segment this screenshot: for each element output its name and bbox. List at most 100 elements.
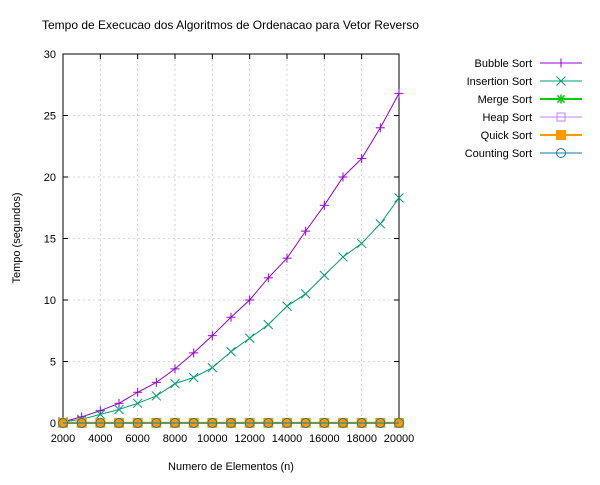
open-circle-marker — [226, 418, 236, 428]
open-circle-marker — [338, 418, 348, 428]
plus-marker — [114, 398, 124, 408]
cross-marker — [319, 270, 330, 281]
plus-marker — [263, 273, 273, 283]
plus-marker — [394, 88, 404, 98]
open-circle-marker — [319, 418, 330, 428]
legend-label: Merge Sort — [478, 94, 532, 106]
open-circle-marker — [207, 418, 218, 428]
cross-marker — [95, 409, 106, 420]
series-bubble-sort — [58, 88, 404, 427]
cross-marker — [244, 333, 255, 343]
x-tick-label: 16000 — [309, 433, 340, 445]
x-tick-label: 2000 — [51, 433, 75, 445]
y-tick-label: 0 — [50, 418, 56, 430]
series-line-insertion-sort — [62, 197, 400, 423]
x-tick-label: 8000 — [163, 433, 187, 445]
legend-entry-counting-sort: Counting Sort — [465, 148, 582, 160]
cross-marker — [263, 319, 274, 330]
legend-label: Bubble Sort — [475, 58, 532, 70]
cross-marker — [394, 193, 404, 203]
y-tick-label: 20 — [44, 172, 56, 184]
plus-marker — [189, 348, 199, 358]
legend-entry-bubble-sort: Bubble Sort — [475, 58, 582, 70]
plus-marker — [282, 253, 292, 263]
x-tick-label: 14000 — [272, 433, 303, 445]
y-tick-label: 30 — [44, 49, 56, 61]
open-circle-marker — [375, 418, 386, 428]
plus-marker — [151, 377, 161, 387]
cross-marker — [300, 288, 311, 299]
legend-entry-heap-sort: Heap Sort — [482, 112, 582, 124]
plus-marker — [226, 312, 236, 322]
grid — [63, 54, 399, 423]
x-tick-label: 20000 — [384, 433, 415, 445]
open-circle-marker — [300, 418, 311, 428]
plus-marker — [301, 226, 311, 236]
series-insertion-sort — [58, 193, 404, 427]
legend-label: Counting Sort — [465, 148, 532, 160]
series-line-bubble-sort — [62, 93, 400, 423]
plus-marker — [207, 331, 217, 341]
open-circle-marker — [263, 418, 274, 428]
x-tick-label: 18000 — [346, 433, 377, 445]
y-tick-label: 15 — [44, 234, 56, 246]
open-circle-marker — [114, 418, 124, 428]
legend-entry-insertion-sort: Insertion Sort — [467, 76, 582, 88]
open-circle-marker — [76, 418, 87, 428]
cross-marker — [207, 362, 218, 373]
plus-marker — [338, 172, 348, 182]
open-square-marker — [556, 112, 566, 122]
legend-label: Insertion Sort — [467, 76, 532, 88]
plus-marker — [245, 295, 255, 305]
legend-label: Heap Sort — [482, 112, 532, 124]
x-tick-label: 10000 — [197, 433, 228, 445]
plus-marker — [319, 200, 329, 210]
star-marker — [556, 94, 566, 104]
filled-square-marker — [556, 130, 566, 140]
x-axis-label: Numero de Elementos (n) — [168, 461, 294, 473]
cross-marker — [132, 398, 143, 409]
chart-title: Tempo de Execucao dos Algoritmos de Orde… — [42, 18, 419, 32]
cross-marker — [170, 378, 180, 389]
plus-marker — [357, 154, 367, 164]
cross-marker — [226, 346, 236, 357]
cross-marker — [375, 218, 386, 229]
open-circle-marker — [95, 418, 106, 428]
plot-series — [58, 88, 404, 428]
x-tick-label: 6000 — [125, 433, 149, 445]
cross-marker — [151, 391, 162, 401]
cross-marker — [556, 76, 566, 86]
legend-entry-quick-sort: Quick Sort — [481, 130, 582, 142]
legend: Bubble Sort Insertion Sort Merge Sort Heap … — [465, 58, 582, 160]
open-circle-marker — [244, 418, 255, 428]
open-circle-marker — [188, 418, 199, 428]
open-circle-marker — [151, 418, 162, 428]
x-tick-label: 4000 — [88, 433, 112, 445]
open-circle-marker — [356, 418, 367, 428]
legend-entry-merge-sort: Merge Sort — [478, 94, 582, 106]
open-circle-marker — [132, 418, 143, 428]
cross-marker — [282, 301, 292, 312]
y-axis-label: Tempo (segundos) — [11, 192, 23, 283]
open-circle-marker — [58, 418, 68, 428]
open-circle-marker — [170, 418, 180, 428]
cross-marker — [356, 238, 367, 249]
cross-marker — [338, 252, 348, 262]
x-tick-label: 12000 — [234, 433, 265, 445]
open-circle-marker — [556, 148, 566, 158]
open-circle-marker — [282, 418, 292, 428]
plus-marker — [133, 387, 143, 397]
plus-marker — [556, 58, 566, 68]
plus-marker — [375, 123, 385, 133]
legend-label: Quick Sort — [481, 130, 532, 142]
y-tick-label: 10 — [44, 295, 56, 307]
y-tick-label: 25 — [44, 111, 56, 123]
cross-marker — [114, 404, 124, 415]
y-tick-label: 5 — [50, 357, 56, 369]
cross-marker — [188, 372, 199, 383]
plus-marker — [170, 364, 180, 374]
open-circle-marker — [394, 418, 404, 428]
series-counting-sort — [58, 418, 404, 428]
